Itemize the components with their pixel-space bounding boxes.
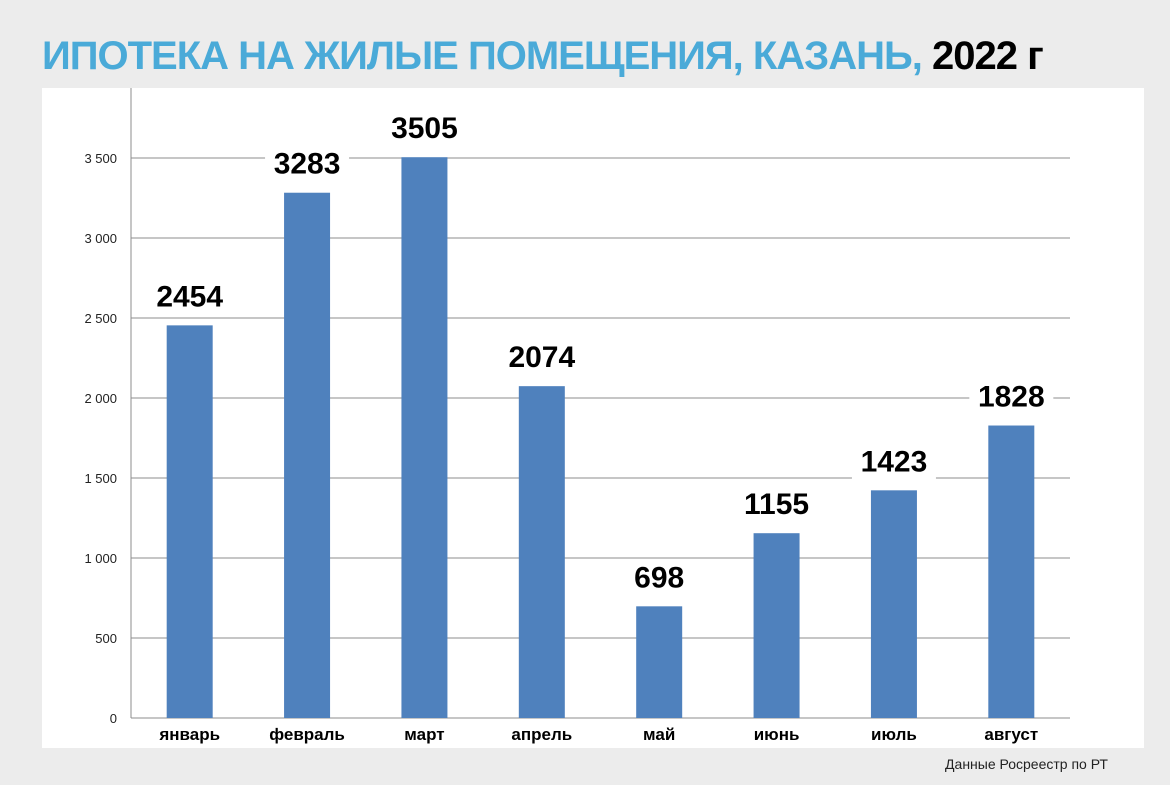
chart-title: ИПОТЕКА НА ЖИЛЫЕ ПОМЕЩЕНИЯ, КАЗАНЬ, 2022… bbox=[42, 30, 1044, 82]
bar bbox=[401, 157, 448, 718]
category-label: апрель bbox=[511, 725, 572, 744]
data-label-bg bbox=[265, 145, 350, 182]
data-label: 698 bbox=[634, 561, 684, 594]
data-label: 3505 bbox=[391, 112, 458, 145]
y-tick-label: 0 bbox=[110, 711, 117, 726]
category-label: февраль bbox=[269, 725, 345, 744]
category-label: август bbox=[984, 725, 1038, 744]
y-tick-label: 2 500 bbox=[84, 311, 117, 326]
bar bbox=[988, 425, 1035, 718]
category-label: май bbox=[643, 725, 675, 744]
data-label-bg bbox=[969, 378, 1054, 415]
data-label: 1828 bbox=[978, 381, 1045, 414]
chart-title-main: ИПОТЕКА НА ЖИЛЫЕ ПОМЕЩЕНИЯ, КАЗАНЬ, bbox=[42, 34, 923, 78]
data-label: 1423 bbox=[861, 445, 928, 478]
bar bbox=[284, 192, 331, 719]
category-label: июнь bbox=[754, 725, 800, 744]
data-label: 2454 bbox=[156, 280, 223, 313]
bar bbox=[518, 386, 565, 718]
y-tick-label: 2 000 bbox=[84, 391, 117, 406]
y-tick-label: 3 500 bbox=[84, 151, 117, 166]
y-tick-label: 1 000 bbox=[84, 551, 117, 566]
bar bbox=[870, 490, 917, 718]
bar bbox=[166, 325, 213, 718]
category-label: январь bbox=[158, 725, 220, 744]
source-note: Данные Росреестр по РТ bbox=[945, 756, 1108, 772]
data-label-bg bbox=[147, 278, 232, 315]
data-label: 1155 bbox=[744, 488, 809, 521]
data-label-bg bbox=[617, 559, 702, 596]
category-label: март bbox=[404, 725, 444, 744]
data-label-bg bbox=[734, 486, 819, 523]
y-tick-label: 500 bbox=[95, 631, 117, 646]
bar-chart: 0 500 1 000 1 500 2 000 2 500 3 000 3 500 2454 ян… bbox=[84, 88, 1070, 744]
data-label: 3283 bbox=[274, 148, 341, 181]
data-label: 2074 bbox=[508, 341, 575, 374]
chart-panel: 0 500 1 000 1 500 2 000 2 500 3 000 3 500 2454 ян… bbox=[42, 88, 1144, 748]
bar bbox=[753, 533, 800, 718]
data-label-bg bbox=[851, 443, 936, 480]
data-label-bg bbox=[499, 339, 584, 376]
bar bbox=[636, 606, 683, 718]
chart-title-year: 2022 г bbox=[932, 34, 1044, 78]
y-tick-label: 1 500 bbox=[84, 471, 117, 486]
data-label-bg bbox=[382, 110, 467, 147]
category-label: июль bbox=[871, 725, 917, 744]
y-tick-label: 3 000 bbox=[84, 231, 117, 246]
